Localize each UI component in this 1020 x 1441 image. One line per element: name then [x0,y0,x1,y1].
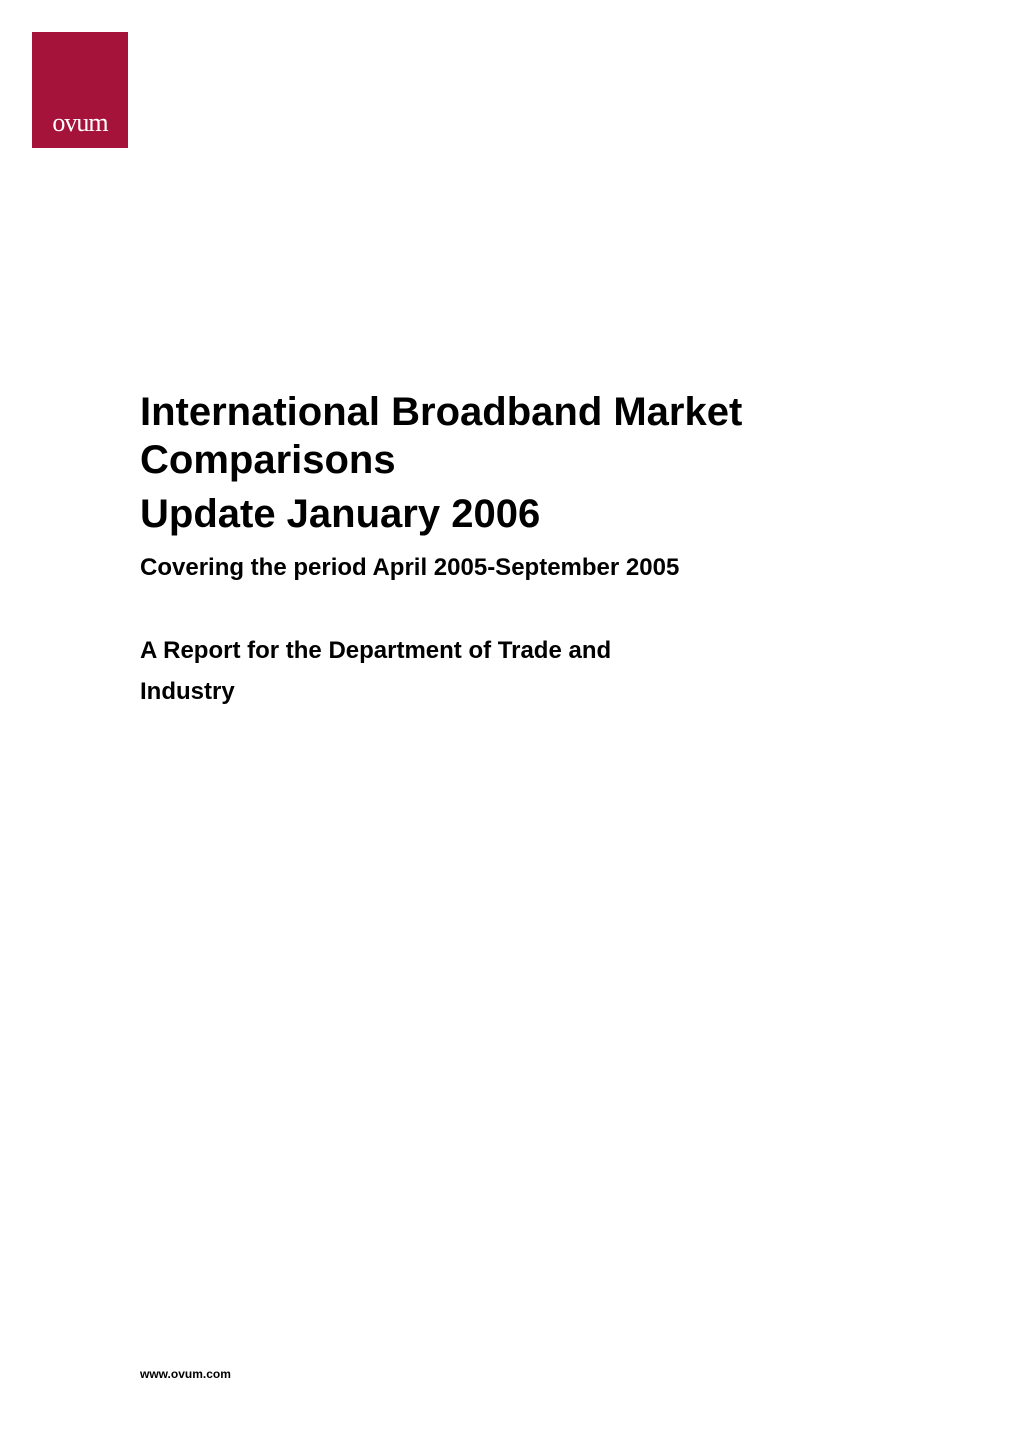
logo-text: ovum [52,108,107,138]
report-for-line1: A Report for the Department of Trade and [140,637,611,664]
report-for-line2: Industry [140,678,235,705]
title-line2: Comparisons [140,436,920,484]
logo-container: ovum [32,32,128,148]
title-line3: Update January 2006 [140,490,920,538]
report-for: A Report for the Department of Trade and… [140,631,920,713]
footer-url: www.ovum.com [140,1367,231,1381]
subtitle: Covering the period April 2005-September… [140,552,920,583]
document-content: International Broadband Market Compariso… [140,388,920,713]
title-line1: International Broadband Market [140,388,920,436]
